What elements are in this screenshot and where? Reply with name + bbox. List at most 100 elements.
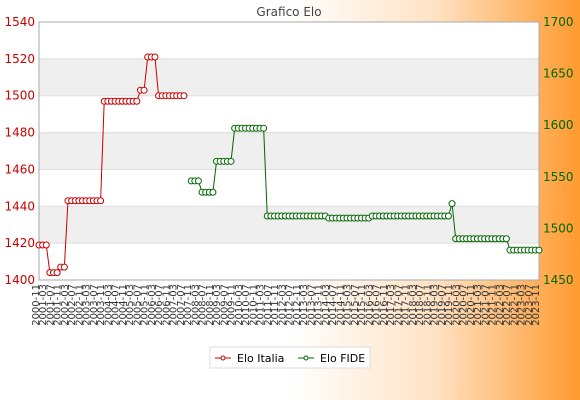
x-tick-label: 2014-07 xyxy=(328,284,339,326)
legend-item-elo-fide[interactable]: Elo FIDE xyxy=(298,352,365,365)
legend-fide-marker-icon xyxy=(303,355,309,361)
right-tick-label: 1500 xyxy=(543,221,574,235)
x-tick-label: 2001-03 xyxy=(38,284,49,326)
x-tick-label: 2015-11 xyxy=(357,284,368,326)
x-tick-label: 2006-11 xyxy=(161,284,172,326)
x-tick-label: 2002-03 xyxy=(60,284,71,326)
right-tick-label: 1550 xyxy=(543,170,574,184)
left-tick-label: 1440 xyxy=(4,199,35,213)
plot-band xyxy=(39,132,539,170)
x-tick-label: 2023-11 xyxy=(531,284,542,326)
x-tick-label: 2004-11 xyxy=(118,284,129,326)
x-tick-label: 2007-03 xyxy=(169,284,180,326)
x-tick-label: 2022-11 xyxy=(509,284,520,326)
right-tick-label: 1650 xyxy=(543,67,574,81)
plot-band xyxy=(39,22,539,59)
x-tick-label: 2018-03 xyxy=(408,284,419,326)
x-tick-label: 2003-11 xyxy=(96,284,107,326)
x-tick-label: 2016-11 xyxy=(379,284,390,326)
x-tick-label: 2020-11 xyxy=(466,284,477,326)
x-tick-label: 2015-07 xyxy=(350,284,361,326)
x-tick-label: 2006-07 xyxy=(154,284,165,326)
right-tick-label: 1450 xyxy=(543,273,574,287)
x-tick-label: 2020-07 xyxy=(459,284,470,326)
x-tick-label: 2005-07 xyxy=(132,284,143,326)
left-tick-label: 1540 xyxy=(4,15,35,29)
data-point-elo-fide[interactable] xyxy=(227,157,235,165)
data-point-elo-italia[interactable] xyxy=(133,97,141,105)
x-tick-label: 2012-11 xyxy=(292,284,303,326)
x-tick-label: 2012-07 xyxy=(285,284,296,326)
x-tick-label: 2011-03 xyxy=(256,284,267,326)
legend-fide-label: Elo FIDE xyxy=(320,352,365,365)
x-tick-label: 2021-03 xyxy=(473,284,484,326)
data-point-elo-fide[interactable] xyxy=(502,235,510,243)
x-tick-label: 2000-11 xyxy=(31,284,42,326)
x-tick-label: 2018-07 xyxy=(415,284,426,326)
x-tick-label: 2022-07 xyxy=(502,284,513,326)
x-tick-label: 2007-11 xyxy=(183,284,194,326)
data-point-elo-fide[interactable] xyxy=(448,200,456,208)
legend-box xyxy=(209,346,371,369)
x-tick-label: 2010-11 xyxy=(248,284,259,326)
x-tick-label: 2001-11 xyxy=(53,284,64,326)
x-tick-label: 2006-03 xyxy=(147,284,158,326)
data-point-elo-fide[interactable] xyxy=(209,188,217,196)
x-tick-label: 2009-03 xyxy=(212,284,223,326)
data-point-elo-italia[interactable] xyxy=(180,92,188,100)
right-axis-ticks: 1450 1500 1550 1600 1650 1700 xyxy=(543,15,574,287)
data-point-elo-italia[interactable] xyxy=(97,197,105,205)
chart-title: Grafico Elo xyxy=(256,5,321,19)
x-tick-label: 2007-07 xyxy=(176,284,187,326)
plot-band xyxy=(39,58,539,96)
x-tick-label: 2005-03 xyxy=(125,284,136,326)
x-tick-label: 2012-03 xyxy=(277,284,288,326)
legend-item-elo-italia[interactable]: Elo Italia xyxy=(215,352,284,365)
x-tick-label: 2008-11 xyxy=(205,284,216,326)
x-tick-label: 2013-11 xyxy=(314,284,325,326)
data-point-elo-italia[interactable] xyxy=(60,263,68,271)
left-tick-label: 1500 xyxy=(4,89,35,103)
left-tick-label: 1400 xyxy=(4,273,35,287)
data-point-elo-italia[interactable] xyxy=(151,53,159,61)
plot-bands xyxy=(39,22,539,280)
left-tick-label: 1520 xyxy=(4,52,35,66)
x-tick-label: 2011-07 xyxy=(263,284,274,326)
x-tick-label: 2008-07 xyxy=(198,284,209,326)
data-point-elo-fide[interactable] xyxy=(535,246,543,254)
left-tick-label: 1420 xyxy=(4,236,35,250)
x-tick-label: 2019-03 xyxy=(430,284,441,326)
x-tick-label: 2001-07 xyxy=(45,284,56,326)
data-point-elo-italia[interactable] xyxy=(42,241,50,249)
x-tick-label: 2005-11 xyxy=(140,284,151,326)
x-tick-label: 2004-03 xyxy=(103,284,114,326)
data-point-elo-fide[interactable] xyxy=(444,212,452,220)
right-tick-label: 1600 xyxy=(543,118,574,132)
x-tick-label: 2016-03 xyxy=(364,284,375,326)
x-tick-label: 2002-11 xyxy=(74,284,85,326)
x-tick-label: 2017-03 xyxy=(386,284,397,326)
x-tick-label: 2013-07 xyxy=(306,284,317,326)
data-point-elo-fide[interactable] xyxy=(194,177,202,185)
series-layer xyxy=(35,53,543,277)
x-tick-label: 2009-07 xyxy=(219,284,230,326)
x-tick-label: 2014-03 xyxy=(321,284,332,326)
x-tick-label: 2021-07 xyxy=(480,284,491,326)
left-tick-label: 1460 xyxy=(4,162,35,176)
plot-band xyxy=(39,169,539,207)
x-tick-label: 2010-07 xyxy=(241,284,252,326)
x-tick-label: 2017-11 xyxy=(401,284,412,326)
x-tick-label: 2016-07 xyxy=(372,284,383,326)
x-tick-label: 2002-07 xyxy=(67,284,78,326)
data-point-elo-italia[interactable] xyxy=(140,86,148,94)
x-tick-label: 2023-03 xyxy=(517,284,528,326)
data-point-elo-fide[interactable] xyxy=(260,124,268,132)
legend-italia-label: Elo Italia xyxy=(237,352,284,365)
left-tick-label: 1480 xyxy=(4,126,35,140)
x-tick-label: 2015-03 xyxy=(343,284,354,326)
x-tick-label: 2010-03 xyxy=(234,284,245,326)
x-tick-label: 2017-07 xyxy=(393,284,404,326)
right-tick-label: 1700 xyxy=(543,15,574,29)
data-point-elo-italia[interactable] xyxy=(53,269,61,277)
